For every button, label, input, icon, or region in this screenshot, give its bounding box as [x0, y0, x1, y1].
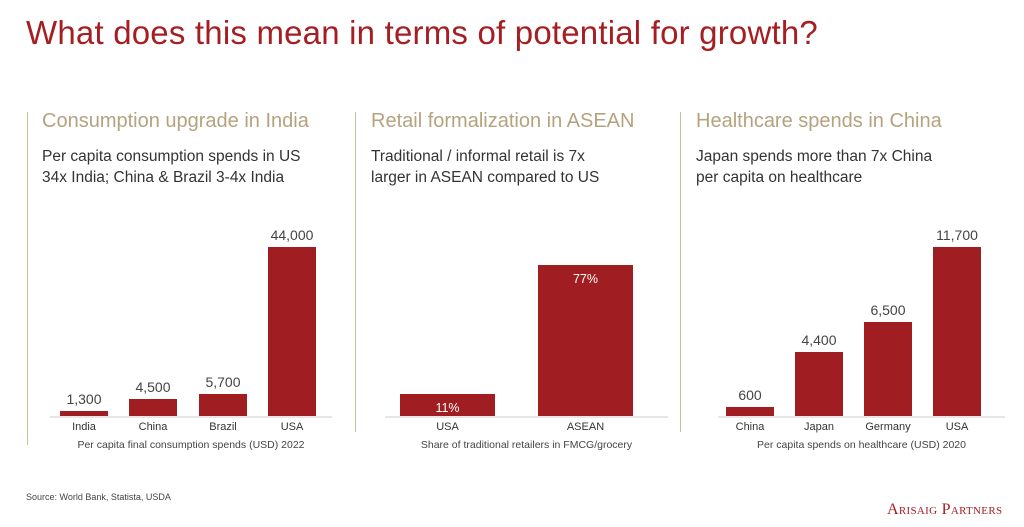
bar-germany [864, 322, 912, 416]
x-axis-caption: Share of traditional retailers in FMCG/g… [420, 439, 633, 451]
bar-india [60, 411, 108, 416]
data-label: 1,300 [66, 391, 102, 407]
divider [355, 112, 356, 432]
bar-japan [795, 352, 843, 416]
subtitle-line: 34x India; China & Brazil 3-4x India [42, 169, 285, 186]
panel-heading: Retail formalization in ASEAN [371, 110, 635, 132]
category-label: USA [280, 421, 304, 433]
panel-heading: Consumption upgrade in India [42, 110, 309, 132]
category-label: Brazil [209, 421, 237, 433]
bar-china [129, 398, 177, 416]
data-label: 77% [572, 271, 599, 286]
bar-usa [933, 247, 981, 416]
data-label: 4,500 [135, 378, 171, 395]
category-label: USA [945, 421, 969, 433]
baseline [718, 416, 1005, 418]
slide-title: What does this mean in terms of potentia… [26, 14, 818, 51]
category-label: China [138, 421, 168, 433]
bar-china [726, 407, 774, 416]
subtitle-line: Traditional / informal retail is 7x [371, 148, 585, 165]
panel-subtitle: Per capita consumption spends in US 34x … [42, 146, 300, 188]
data-label: 5,700 [205, 374, 241, 391]
source-note: Source: World Bank, Statista, USDA [26, 492, 171, 502]
subtitle-line: per capita on healthcare [696, 169, 863, 186]
panel-subtitle: Traditional / informal retail is 7x larg… [371, 146, 599, 188]
category-label: China [735, 421, 765, 433]
data-label: 600 [738, 387, 762, 404]
data-label: 11% [435, 401, 460, 416]
arisaig-partners-logo: Arisaig Partners [887, 501, 1003, 518]
data-label: 11,700 [936, 227, 978, 243]
category-label: India [72, 421, 96, 433]
data-label: 6,500 [870, 302, 906, 319]
divider [27, 112, 28, 445]
baseline [385, 416, 668, 418]
data-label: 4,400 [801, 332, 837, 349]
bar-usa [268, 247, 316, 416]
bar-asean [538, 264, 633, 416]
divider [680, 112, 681, 432]
panel-heading: Healthcare spends in China [696, 110, 942, 132]
bar-brazil [199, 394, 247, 416]
x-axis-caption: Per capita final consumption spends (USD… [77, 439, 305, 451]
data-label: 44,000 [270, 227, 314, 243]
x-axis-caption: Per capita spends on healthcare (USD) 20… [757, 439, 966, 451]
category-label: Germany [865, 421, 911, 433]
subtitle-line: larger in ASEAN compared to US [371, 169, 600, 186]
subtitle-line: Japan spends more than 7x China [696, 148, 933, 165]
baseline [50, 416, 332, 418]
subtitle-line: Per capita consumption spends in US [42, 148, 301, 165]
bar-usa [400, 394, 495, 416]
category-label: USA [436, 421, 459, 433]
category-label: Japan [804, 421, 834, 433]
panel-subtitle: Japan spends more than 7x China per capi… [696, 146, 932, 188]
category-label: ASEAN [566, 421, 605, 433]
